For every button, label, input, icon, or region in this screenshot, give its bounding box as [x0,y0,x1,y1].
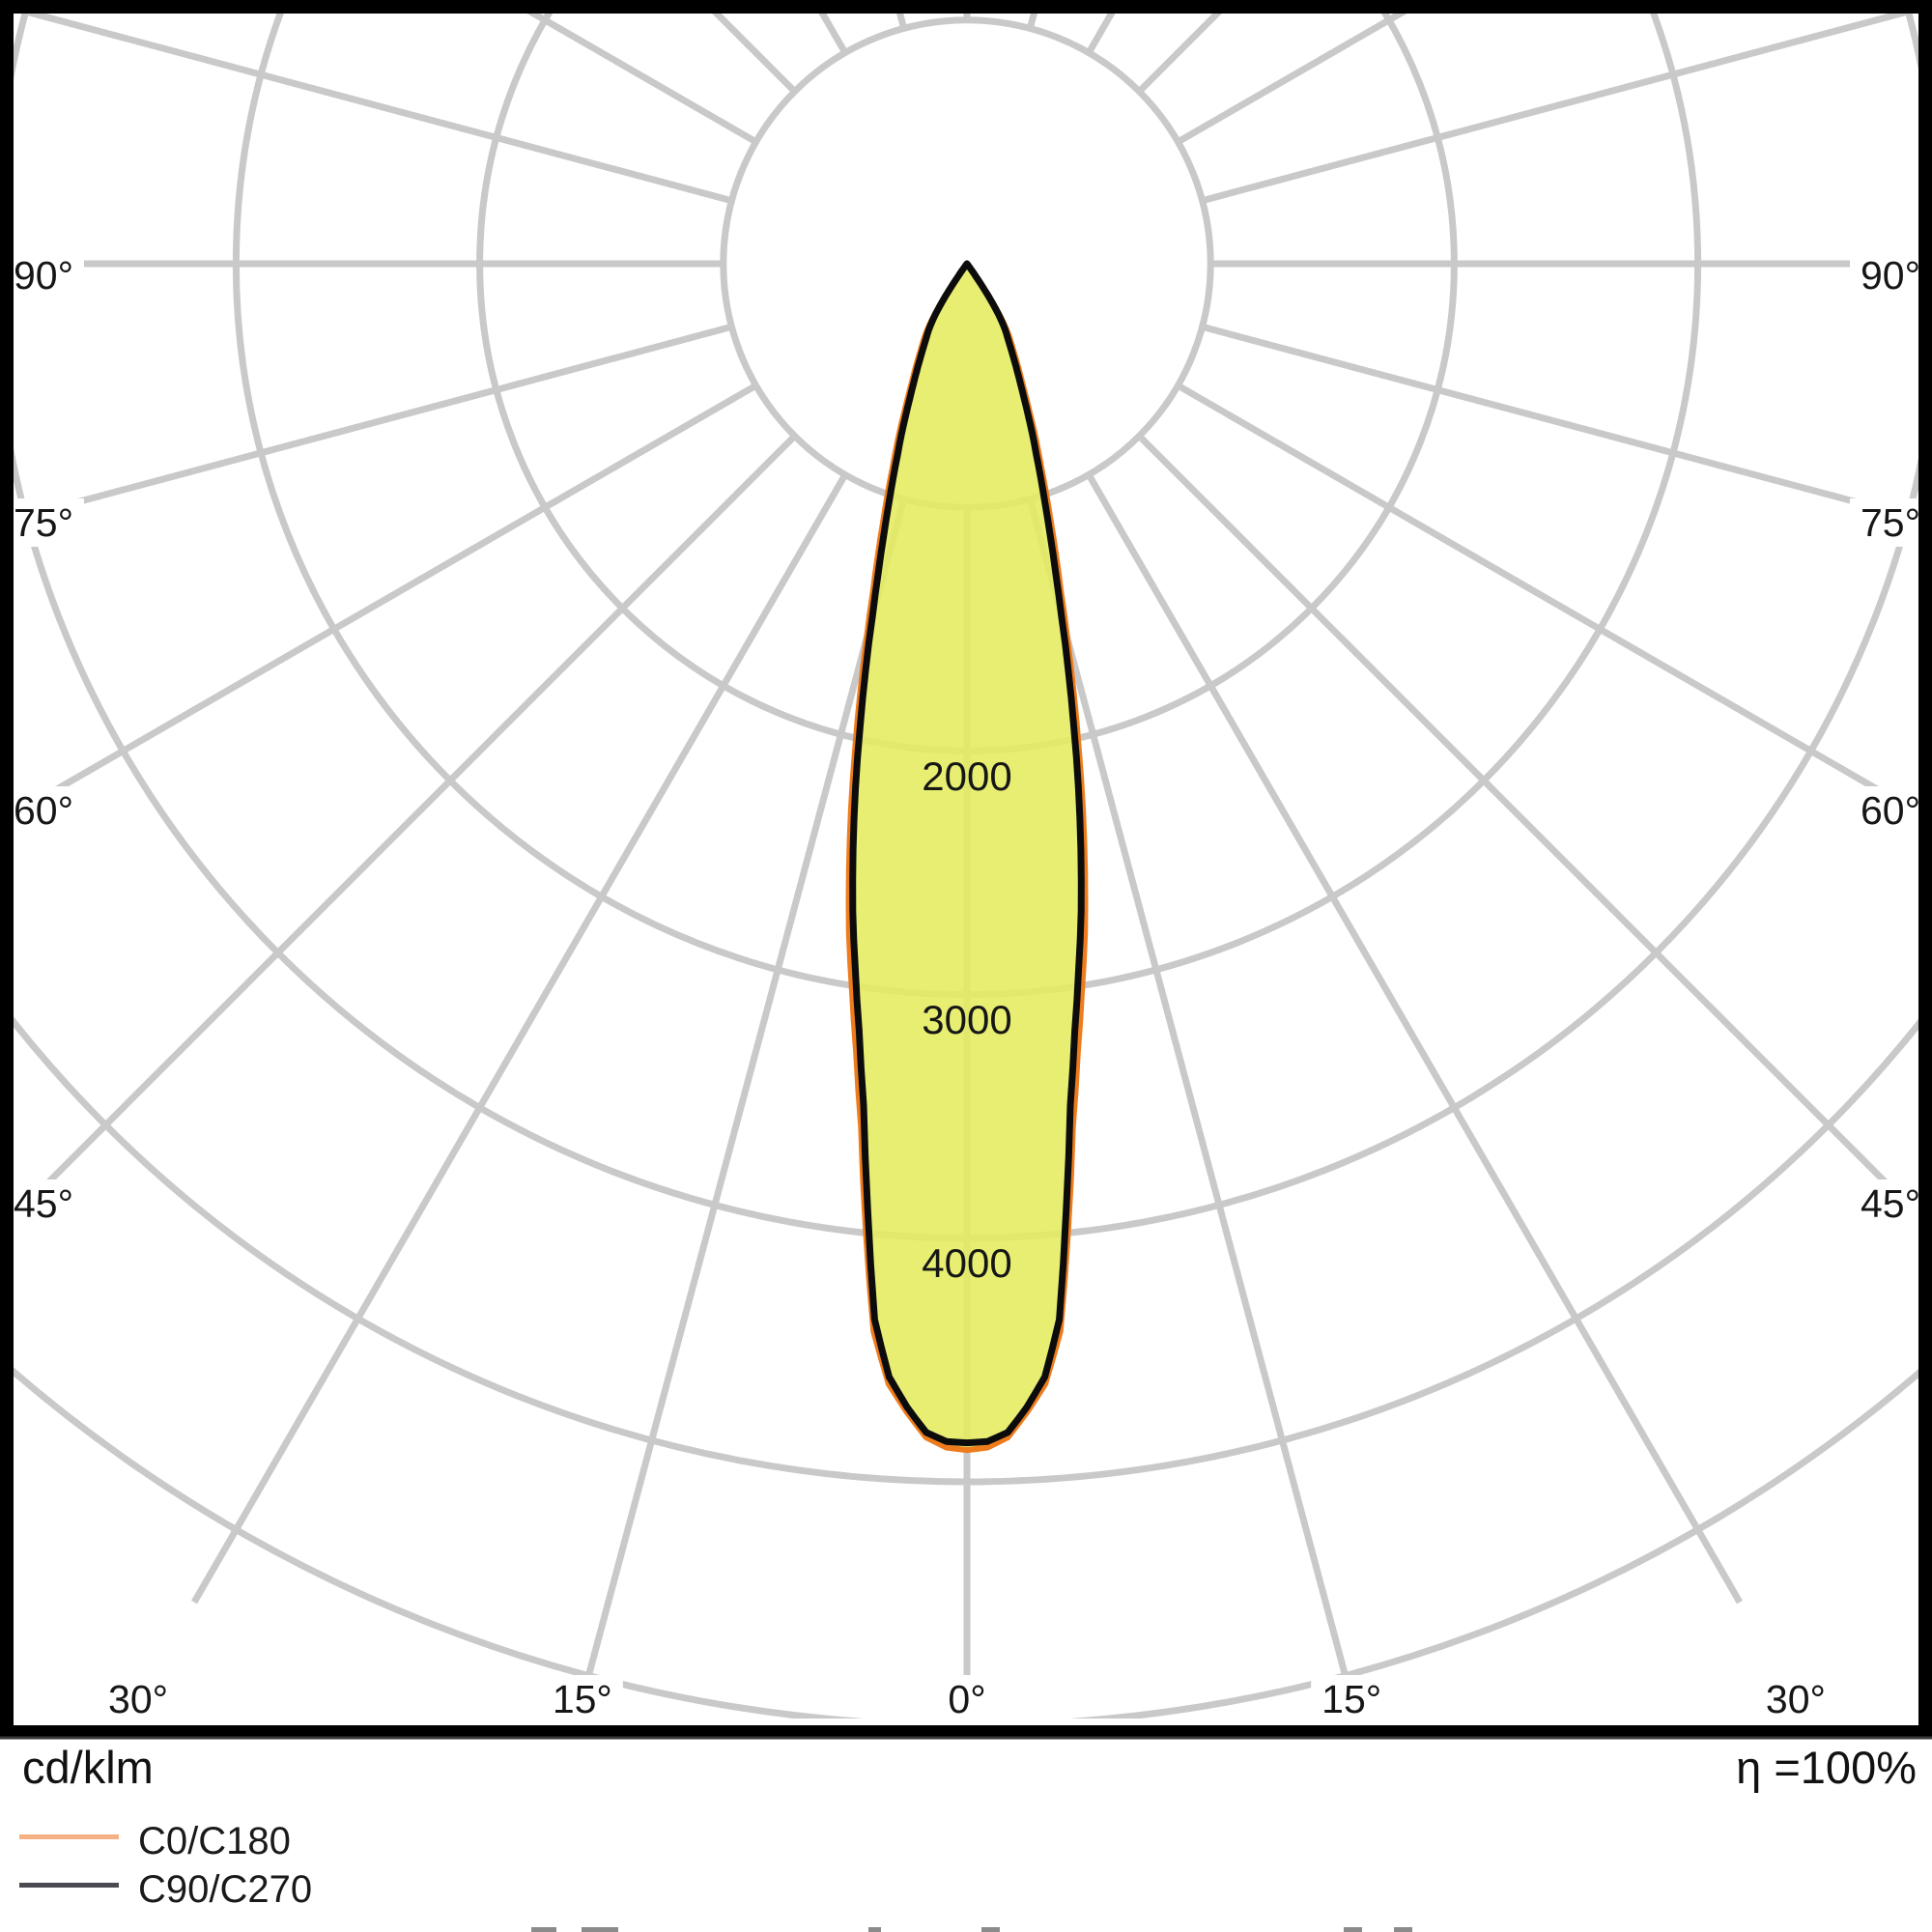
angle-label-left-45-bg [3,1179,84,1228]
cropped-text-artifact-5 [1394,1927,1412,1932]
grid-spoke-L120 [526,14,758,145]
angle-label-bottom-L30: 30° [108,1677,168,1721]
grid-spoke-L15 [573,497,908,1719]
angle-label-right-60-bg [1850,786,1931,835]
cropped-text-artifact-4 [1344,1927,1362,1932]
grid-spoke-R105 [1201,14,1915,205]
angle-labels: 90° 90° 75° 75° 60° 60° 45° 45° 30° 15° 0° 15° 30° [3,251,1931,1723]
beam-fill [848,264,1086,1451]
grid-spoke-R75 [1201,323,1918,523]
angle-label-left-90: 90° [14,253,73,298]
angle-label-bottom-R30: 30° [1766,1677,1826,1721]
grid-spoke-R30 [1086,472,1744,1605]
angle-label-bottom-R0: 0° [948,1677,985,1721]
angle-label-left-60: 60° [14,788,73,833]
legend-label-c90: C90/C270 [138,1868,313,1911]
angle-label-bottom-L15: 15° [553,1677,612,1721]
angle-label-right-90-bg [1850,251,1931,299]
angle-label-left-90-bg [3,251,84,299]
legend-swatch-c0-icon [19,1834,119,1839]
curve-c90-c270 [849,260,1085,1447]
legend-label-c0: C0/C180 [138,1820,291,1862]
grid-spoke-R120 [1176,14,1407,145]
grid-spoke-L60 [14,383,758,818]
angle-label-bottom-L30-bg [98,1675,180,1723]
efficiency-value: η =100% [1736,1742,1917,1793]
unit-label: cd/klm [22,1742,154,1793]
angle-label-bottom-L15-bg [541,1675,623,1723]
beam-lobe: 2000 3000 4000 [845,260,1089,1454]
angle-label-right-45-bg [1850,1179,1931,1228]
angle-label-right-45: 45° [1861,1181,1920,1226]
angle-label-left-45: 45° [14,1181,73,1226]
angle-label-left-75-bg [3,498,84,547]
cropped-text-artifact-0 [531,1927,556,1932]
grid-spoke-R15 [1026,497,1361,1719]
grid-spoke-L105 [19,14,733,205]
angle-label-left-60-bg [3,786,84,835]
plot-frame [0,0,1932,1739]
angle-label-bottom-R15-bg [1311,1675,1393,1723]
angle-label-right-60: 60° [1861,788,1920,833]
cropped-text-artifact-2 [868,1927,881,1932]
angle-label-bottom-R30-bg [1754,1675,1836,1723]
angle-label-bottom-R15: 15° [1321,1677,1381,1721]
grid-spoke-R60 [1176,383,1918,817]
cropped-text-artifact-3 [981,1927,1000,1932]
angle-label-right-75: 75° [1861,500,1920,545]
grid-spoke-L75 [14,323,733,524]
legend-swatch-c90-icon [19,1883,119,1888]
grid-spoke-L30 [190,472,848,1605]
angle-label-bottom-R0-bg [926,1675,1008,1723]
cropped-text-artifact-1 [582,1927,618,1932]
angle-label-right-90: 90° [1861,253,1920,298]
radial-tick-label-2000: 2000 [922,753,1011,799]
angle-label-left-75: 75° [14,500,73,545]
radial-tick-label-4000: 4000 [922,1240,1011,1286]
radial-tick-label-3000: 3000 [922,997,1011,1042]
angle-label-right-75-bg [1850,498,1931,547]
